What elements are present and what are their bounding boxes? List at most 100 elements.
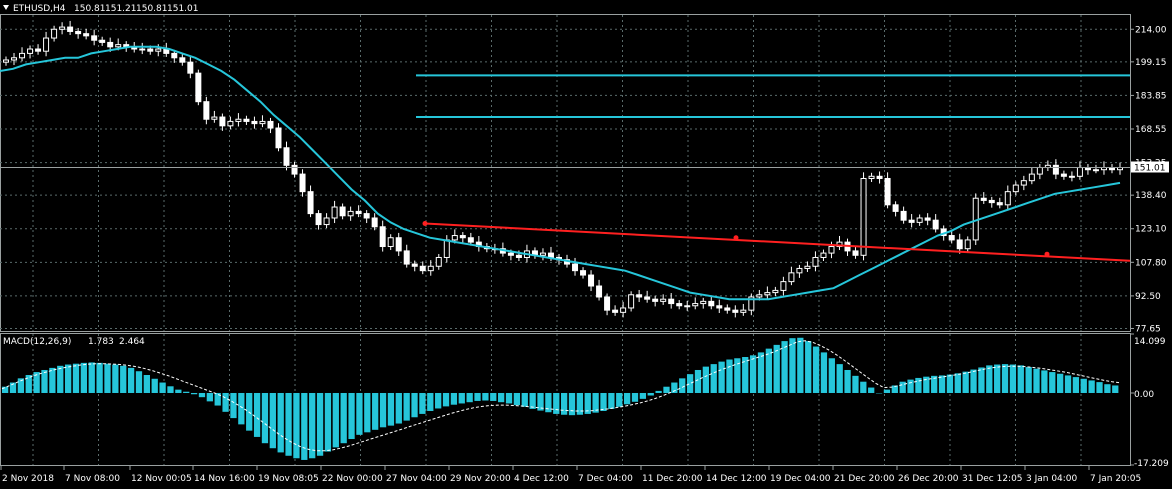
macd-bar bbox=[694, 369, 702, 393]
macd-bar bbox=[1104, 384, 1111, 393]
candle-body bbox=[275, 127, 282, 149]
candle-body bbox=[75, 30, 82, 35]
macd-bar bbox=[33, 372, 40, 393]
macd-label: MACD(12,26,9) bbox=[3, 337, 71, 347]
ohlc-low: 150.81 bbox=[136, 4, 168, 14]
macd-bar bbox=[647, 392, 654, 396]
macd-bar bbox=[805, 341, 812, 393]
moving-average-line[interactable] bbox=[0, 45, 1121, 301]
candle-body bbox=[964, 239, 971, 250]
macd-bar bbox=[505, 392, 513, 404]
macd-bar bbox=[757, 352, 765, 393]
macd-bar bbox=[435, 392, 442, 409]
current-price-label: 151.01 bbox=[1134, 163, 1166, 173]
candle-body bbox=[620, 307, 627, 313]
macd-bar bbox=[419, 392, 426, 414]
macd-signal-line bbox=[1, 340, 1121, 452]
candle-body bbox=[355, 210, 362, 215]
macd-bar bbox=[285, 392, 292, 456]
candle-body bbox=[379, 226, 386, 248]
macd-bar bbox=[356, 392, 363, 435]
macd-bar bbox=[686, 374, 694, 393]
candle-body bbox=[507, 252, 514, 256]
candle-body bbox=[756, 294, 763, 298]
candle-body bbox=[51, 28, 58, 39]
macd-bar bbox=[316, 392, 324, 456]
time-tick-label: 27 Nov 04:00 bbox=[386, 474, 447, 484]
macd-bar bbox=[1001, 364, 1009, 393]
candle-body bbox=[932, 219, 939, 230]
macd-bar bbox=[387, 392, 395, 426]
macd-bar bbox=[9, 382, 17, 393]
time-tick-label: 7 Nov 08:00 bbox=[65, 474, 120, 484]
macd-bar bbox=[135, 371, 143, 393]
trendline[interactable] bbox=[422, 220, 1131, 262]
macd-bar bbox=[490, 392, 497, 401]
candle-body bbox=[387, 237, 394, 248]
candle-body bbox=[652, 298, 659, 302]
candle-body bbox=[251, 120, 258, 125]
macd-bar bbox=[608, 392, 615, 409]
macd-bar bbox=[994, 364, 1001, 393]
macd-bar bbox=[561, 392, 568, 415]
macd-bar bbox=[623, 392, 631, 405]
macd-bar bbox=[41, 369, 48, 393]
horizontal-lines[interactable] bbox=[416, 74, 1130, 119]
candle-body bbox=[195, 72, 202, 103]
candle-body bbox=[3, 59, 9, 63]
macd-bar bbox=[498, 392, 505, 403]
macd-bar bbox=[553, 392, 560, 414]
macd-tick-zero: 0.00 bbox=[1134, 390, 1154, 400]
macd-bar bbox=[773, 344, 780, 393]
candle-body bbox=[644, 296, 651, 300]
macd-bar bbox=[765, 348, 772, 393]
macd-bar bbox=[206, 392, 213, 402]
macd-grid bbox=[32, 333, 1134, 466]
macd-bar bbox=[261, 392, 269, 444]
macd-bar bbox=[214, 392, 221, 406]
macd-bar bbox=[844, 369, 851, 393]
macd-bar bbox=[1096, 382, 1103, 393]
macd-bar bbox=[1064, 375, 1072, 393]
candle-body bbox=[139, 48, 146, 51]
price-axis: 214.00199.15183.85168.55153.25138.40123.… bbox=[1130, 25, 1167, 334]
macd-bar bbox=[277, 392, 284, 453]
macd-bar bbox=[962, 371, 969, 393]
macd-bar bbox=[25, 375, 32, 393]
candle-body bbox=[572, 263, 579, 272]
macd-bar bbox=[726, 359, 733, 393]
candle-body bbox=[892, 204, 899, 212]
candle-body bbox=[427, 265, 434, 272]
candle-body bbox=[1036, 167, 1043, 175]
candle-body bbox=[604, 296, 611, 311]
price-tick-label: 214.00 bbox=[1135, 25, 1167, 35]
candle-body bbox=[339, 206, 346, 217]
collapse-triangle-icon[interactable] bbox=[3, 5, 9, 10]
macd-bar bbox=[427, 392, 434, 411]
time-tick-label: 7 Dec 04:00 bbox=[578, 474, 633, 484]
candle-body bbox=[748, 296, 755, 311]
candle-body bbox=[419, 265, 426, 272]
time-tick-label: 19 Dec 04:00 bbox=[770, 474, 831, 484]
macd-bar bbox=[671, 382, 678, 393]
macd-bar bbox=[537, 392, 544, 411]
macd-bar bbox=[1080, 378, 1087, 393]
candle-body bbox=[868, 175, 875, 179]
candle-body bbox=[676, 303, 683, 307]
macd-bar bbox=[332, 392, 339, 448]
time-tick-label: 31 Dec 12:05 bbox=[962, 474, 1023, 484]
macd-bar bbox=[403, 392, 410, 421]
candle-body bbox=[299, 173, 306, 193]
candle-body bbox=[724, 307, 731, 311]
macd-bar bbox=[167, 386, 174, 393]
time-tick-label: 21 Dec 20:00 bbox=[834, 474, 895, 484]
macd-bar bbox=[127, 367, 135, 393]
ohlc-open: 150.81 bbox=[74, 4, 106, 14]
candle-body bbox=[924, 217, 931, 221]
macd-bar bbox=[655, 390, 662, 393]
price-panel: 214.00199.15183.85168.55153.25138.40123.… bbox=[0, 4, 1169, 334]
macd-bar bbox=[970, 369, 977, 393]
macd-bar bbox=[789, 338, 796, 393]
candle-body bbox=[796, 267, 803, 274]
